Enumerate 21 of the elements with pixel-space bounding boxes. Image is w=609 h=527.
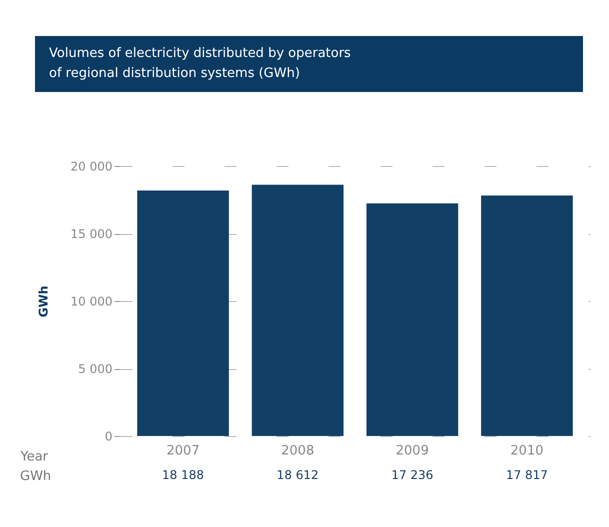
bar (137, 190, 229, 436)
y-axis-title: GWh (36, 286, 51, 318)
x-tick-label: 2009 (396, 444, 429, 458)
y-tick-label: 0 (104, 430, 112, 444)
x-tick-label: 2008 (281, 444, 314, 458)
data-label: 18 612 (276, 468, 319, 482)
y-tick-label: 10 000 (70, 294, 112, 308)
x-tick-label: 2010 (510, 444, 544, 458)
text: GWh (20, 469, 52, 484)
data-label: 18 188 (162, 468, 204, 482)
y-tick-label: 5 000 (78, 362, 112, 376)
x-tick-label: 2007 (166, 444, 200, 458)
data-label: 17 817 (506, 468, 548, 482)
bar (366, 203, 458, 436)
y-tick-label: 20 000 (70, 160, 112, 174)
chart-title: Volumes of electricity distributed by operators of regional distribution systems (GWh) (35, 36, 583, 92)
bar (252, 184, 344, 436)
data-label: 17 236 (391, 468, 434, 482)
x-axis-title: Year (20, 450, 49, 464)
bar (481, 195, 573, 436)
y-tick-label: 15 000 (70, 227, 112, 241)
